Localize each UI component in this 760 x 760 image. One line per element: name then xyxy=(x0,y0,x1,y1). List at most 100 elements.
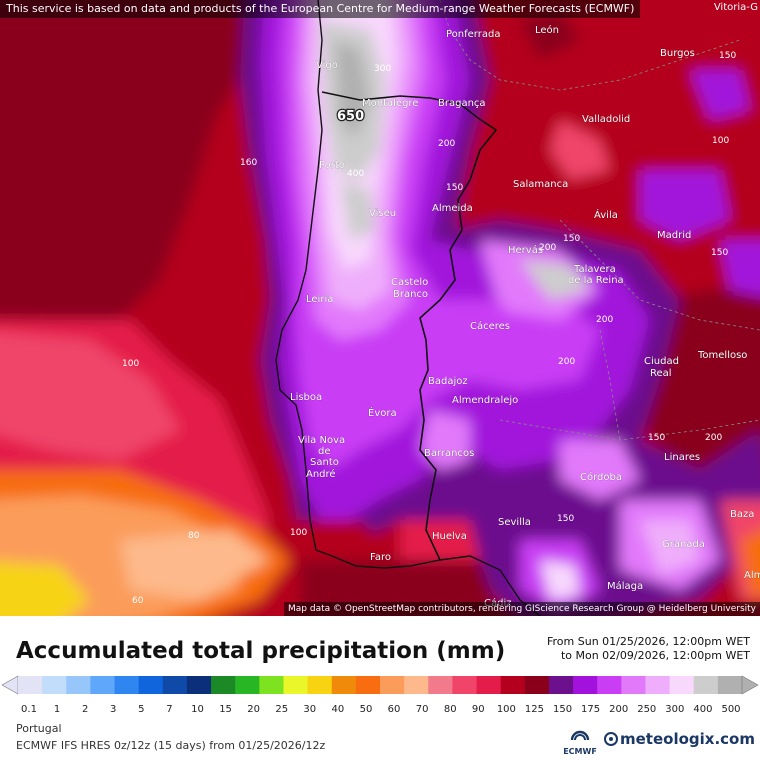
colorbar-tick-label: 250 xyxy=(637,704,656,715)
city-label-lisboa: Lisboa xyxy=(290,392,322,403)
colorbar-swatch xyxy=(524,676,550,694)
ecmwf-logo-icon: ECMWF xyxy=(563,730,597,756)
city-label-hervás: Hervás xyxy=(508,244,543,256)
colorbar-tick-label: 300 xyxy=(665,704,684,715)
city-label-vila-nova: Vila Nova xyxy=(298,435,345,446)
contour-label: 200 xyxy=(539,243,556,253)
region-label: Portugal xyxy=(16,722,62,735)
city-label-talavera: Talavera xyxy=(573,264,616,275)
colorbar-swatch xyxy=(186,676,212,694)
contour-label: 200 xyxy=(438,139,455,149)
colorbar-tick-label: 3 xyxy=(110,704,116,715)
chart-title: Accumulated total precipitation (mm) xyxy=(16,638,506,664)
brand-text: meteologix.com xyxy=(620,730,755,748)
contour-label: 150 xyxy=(563,234,580,244)
city-label-badajoz: Badajoz xyxy=(428,376,468,387)
colorbar-swatch xyxy=(235,676,260,694)
precipitation-field xyxy=(0,0,760,616)
colorbar-tick-label: 25 xyxy=(275,704,288,715)
colorbar-swatch xyxy=(138,676,164,694)
colorbar-tick-label: 175 xyxy=(581,704,600,715)
colorbar-swatch xyxy=(355,676,381,694)
contour-label: 200 xyxy=(705,433,722,443)
colorbar-tick-label: 125 xyxy=(525,704,544,715)
city-label-leiria: Leiria xyxy=(306,294,333,305)
colorbar-swatch xyxy=(211,676,236,694)
city-label-linares: Linares xyxy=(664,452,700,463)
contour-label: 150 xyxy=(446,183,463,193)
city-label-córdoba: Córdoba xyxy=(580,471,622,483)
colorbar-tick-label: 20 xyxy=(247,704,260,715)
colorbar-tick-label: 80 xyxy=(444,704,457,715)
contour-label: 80 xyxy=(188,531,200,541)
colorbar-tick-label: 70 xyxy=(416,704,429,715)
colorbar-swatch xyxy=(404,676,429,694)
colorbar-swatch xyxy=(162,676,188,694)
colorbar-swatch xyxy=(597,676,622,694)
precipitation-map[interactable]: Vigo Ponferrada León Burgos Montalegre Bragan… xyxy=(0,0,760,616)
city-label-granada: Granada xyxy=(662,539,705,550)
colorbar-swatch xyxy=(452,676,478,694)
meteologix-brand[interactable]: meteologix.com xyxy=(604,730,755,748)
period-to: to Mon 02/09/2026, 12:00pm WET xyxy=(560,649,750,662)
colorbar-swatch xyxy=(645,676,671,694)
city-label-branco: Branco xyxy=(393,289,428,300)
colorbar-tick-label: 400 xyxy=(693,704,712,715)
contour-label: 160 xyxy=(240,158,257,168)
meteologix-logo-icon xyxy=(604,732,618,746)
contour-label: 400 xyxy=(347,169,364,179)
colorbar-tick-label: 0.1 xyxy=(21,704,37,715)
contour-label: 200 xyxy=(596,315,613,325)
colorbar-tick-label: 10 xyxy=(191,704,204,715)
city-label-málaga: Málaga xyxy=(607,580,643,592)
city-label-santo: Santo xyxy=(310,457,339,468)
colorbar-swatch xyxy=(621,676,646,694)
colorbar-tick-label: 500 xyxy=(721,704,740,715)
city-label-andré: André xyxy=(306,468,336,480)
forecast-period: From Sun 01/25/2026, 12:00pm WET to Mon … xyxy=(547,635,750,663)
colorbar-swatch xyxy=(114,676,140,694)
colorbar-tick-label: 30 xyxy=(303,704,316,715)
contour-label: 150 xyxy=(557,514,574,524)
contour-labels: 300 400 200 150 160 150 100 80 60 100 150 200 200 200… xyxy=(122,51,736,606)
colorbar-swatch xyxy=(548,676,574,694)
colorbar-swatch xyxy=(428,676,453,694)
city-label-salamanca: Salamanca xyxy=(513,179,568,190)
ecmwf-logo-text: ECMWF xyxy=(563,747,597,756)
contour-label: 150 xyxy=(719,51,736,61)
colorbar-swatch xyxy=(331,676,357,694)
city-label-almendralejo: Almendralejo xyxy=(452,395,518,406)
colorbar-tick-label: 200 xyxy=(609,704,628,715)
colorbar-arrow-right xyxy=(741,675,759,695)
city-label-real: Real xyxy=(650,368,672,379)
city-label-sevilla: Sevilla xyxy=(498,517,531,528)
colorbar-swatch xyxy=(66,676,91,694)
contour-label: 60 xyxy=(132,596,144,606)
colorbar-tick-label: 100 xyxy=(497,704,516,715)
map-canvas: Vigo Ponferrada León Burgos Montalegre Bragan… xyxy=(0,0,760,616)
city-label-cáceres: Cáceres xyxy=(470,320,510,332)
colorbar-tick-label: 7 xyxy=(166,704,172,715)
city-label-madrid: Madrid xyxy=(657,230,691,241)
map-attribution[interactable]: Map data © OpenStreetMap contributors, r… xyxy=(284,602,760,616)
colorbar-tick-label: 5 xyxy=(138,704,144,715)
colorbar-tick-label: 60 xyxy=(388,704,401,715)
city-label-barrancos: Barrancos xyxy=(424,448,474,459)
colorbar-swatch xyxy=(669,676,695,694)
city-label-porto: Porto xyxy=(319,160,345,171)
city-label-bragança: Bragança xyxy=(438,98,486,109)
colorbar-swatch xyxy=(476,676,502,694)
city-label-baza: Baza xyxy=(730,509,754,520)
colorbar-swatch xyxy=(283,676,309,694)
colorbar-arrow-left xyxy=(1,675,19,695)
colorbar-swatch xyxy=(500,676,526,694)
colorbar-swatch xyxy=(42,676,67,694)
colorbar-swatch xyxy=(380,676,405,694)
city-label-león: León xyxy=(535,24,559,36)
period-from: From Sun 01/25/2026, 12:00pm WET xyxy=(546,635,750,648)
city-label-burgos: Burgos xyxy=(660,48,695,59)
city-label-ponferrada: Ponferrada xyxy=(446,29,500,40)
contour-label: 100 xyxy=(712,136,729,146)
city-label-faro: Faro xyxy=(370,552,391,563)
city-label-ciudad: Ciudad xyxy=(644,356,679,367)
